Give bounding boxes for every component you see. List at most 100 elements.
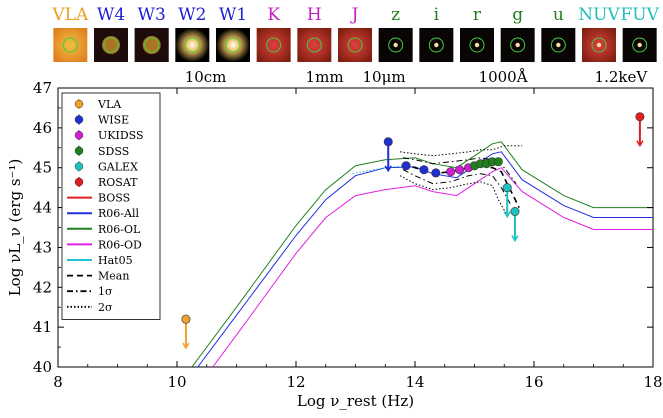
- top-axis-label-1-2kev: 1.2keV: [595, 68, 649, 86]
- band-cutouts: [53, 28, 657, 62]
- point-marker: [493, 157, 503, 167]
- legend-label: R06-All: [98, 207, 139, 220]
- aperture-circle: [428, 37, 444, 53]
- legend-label: R06-OL: [98, 223, 141, 236]
- legend-marker: [74, 162, 84, 171]
- legend-entry-ukidss: UKIDSS: [74, 129, 144, 142]
- band-label-w1: W1: [219, 5, 247, 25]
- point-marker: [401, 161, 411, 171]
- band-label-j: J: [350, 5, 359, 25]
- aperture-circle: [591, 37, 607, 53]
- upper-limit-arrowhead: [636, 140, 644, 148]
- cutout-i: [419, 28, 454, 62]
- cutout-u: [541, 28, 576, 62]
- legend-marker: [74, 177, 84, 187]
- aperture-circle: [388, 37, 404, 53]
- legend-marker: [74, 99, 84, 109]
- aperture-circle: [266, 37, 282, 53]
- band-label-w3: W3: [138, 5, 166, 25]
- cutout-source: [142, 36, 161, 54]
- cutout-j: [338, 28, 372, 62]
- band-label-r: r: [473, 5, 482, 25]
- cutout-w4: [94, 28, 128, 62]
- aperture-circle: [306, 37, 322, 53]
- cutout-source: [102, 36, 120, 54]
- legend-marker: [74, 115, 84, 124]
- data-point-ukidss: [455, 165, 465, 175]
- y-tick-label: 41: [33, 318, 52, 336]
- x-tick-label: 16: [524, 373, 543, 391]
- y-tick-label: 44: [33, 199, 52, 217]
- cutout-nuv: [582, 28, 616, 62]
- top-axis-label-1000: 1000Å: [479, 68, 528, 86]
- aperture-circle: [347, 37, 363, 53]
- legend-label: R06-OD: [98, 238, 142, 251]
- series-line-r06-ol: [191, 141, 653, 367]
- band-label-z: z: [391, 5, 400, 25]
- point-marker: [510, 207, 520, 217]
- data-points: [181, 112, 645, 350]
- legend-entry-hat05: Hat05: [67, 254, 133, 267]
- data-point-sdss: [493, 157, 503, 167]
- point-marker: [419, 165, 429, 175]
- cutout-r: [460, 28, 494, 62]
- aperture-circle: [632, 37, 648, 53]
- point-marker: [502, 183, 512, 193]
- cutout-source: [474, 42, 480, 48]
- cutout-source: [434, 42, 439, 48]
- band-label-w4: W4: [97, 5, 125, 25]
- y-axis-label: Log νL_ν (erg s⁻¹): [6, 159, 24, 297]
- legend-entry-r06-ol: R06-OL: [67, 223, 141, 236]
- y-tick-label: 46: [33, 119, 52, 137]
- legend-entry-rosat: ROSAT: [74, 176, 138, 189]
- legend-label: WISE: [98, 114, 129, 127]
- data-point-wise: [383, 137, 393, 173]
- cutout-image: [216, 28, 250, 62]
- data-point-wise: [401, 161, 411, 171]
- cutout-vla: [53, 28, 88, 62]
- aperture-circle: [550, 37, 566, 53]
- x-axis-label: Log ν_rest (Hz): [297, 392, 414, 410]
- aperture-circle: [469, 37, 485, 53]
- top-axis-label-1mm: 1mm: [306, 68, 344, 86]
- data-point-rosat: [635, 112, 645, 148]
- upper-limit-arrowhead: [182, 342, 190, 350]
- data-point-galex: [502, 183, 512, 219]
- cutout-source: [393, 42, 398, 48]
- point-marker: [383, 137, 393, 147]
- legend-label: SDSS: [98, 145, 129, 158]
- cutout-source: [637, 42, 642, 48]
- legend-entry-sdss: SDSS: [74, 145, 129, 158]
- data-point-galex: [510, 207, 520, 243]
- data-point-wise: [419, 165, 429, 175]
- band-label-vla: VLA: [51, 5, 89, 25]
- upper-limit-arrowhead: [384, 165, 392, 173]
- aperture-circle: [184, 37, 200, 53]
- legend-label: GALEX: [98, 160, 138, 173]
- y-tick-label: 42: [33, 278, 52, 296]
- band-label-w2: W2: [178, 5, 206, 25]
- legend-entry-galex: GALEX: [74, 160, 138, 173]
- series-line-hat05: [352, 165, 404, 175]
- data-point-vla: [181, 314, 191, 350]
- y-tick-label: 47: [33, 79, 52, 97]
- band-label-u: u: [553, 5, 564, 25]
- aperture-circle: [225, 37, 241, 53]
- legend-entry-vla: VLA: [74, 98, 122, 111]
- band-label-fuv: FUV: [620, 5, 659, 25]
- upper-limit-arrowhead: [503, 211, 511, 219]
- legend-label: BOSS: [98, 192, 130, 205]
- y-tick-label: 40: [33, 358, 52, 376]
- upper-limit-arrowhead: [511, 235, 519, 243]
- cutout-image: [256, 28, 291, 62]
- cutout-w2: [175, 28, 210, 62]
- series-line-r06-od: [212, 167, 653, 367]
- x-tick-label: 10: [167, 373, 186, 391]
- legend-label: VLA: [97, 98, 122, 111]
- top-axis-label-10-m: 10μm: [363, 68, 406, 86]
- series-line-2sigma: [400, 145, 523, 157]
- series-line-1sigma: [402, 169, 511, 204]
- cutout-image: [175, 28, 210, 62]
- legend-entry-boss: BOSS: [67, 192, 130, 205]
